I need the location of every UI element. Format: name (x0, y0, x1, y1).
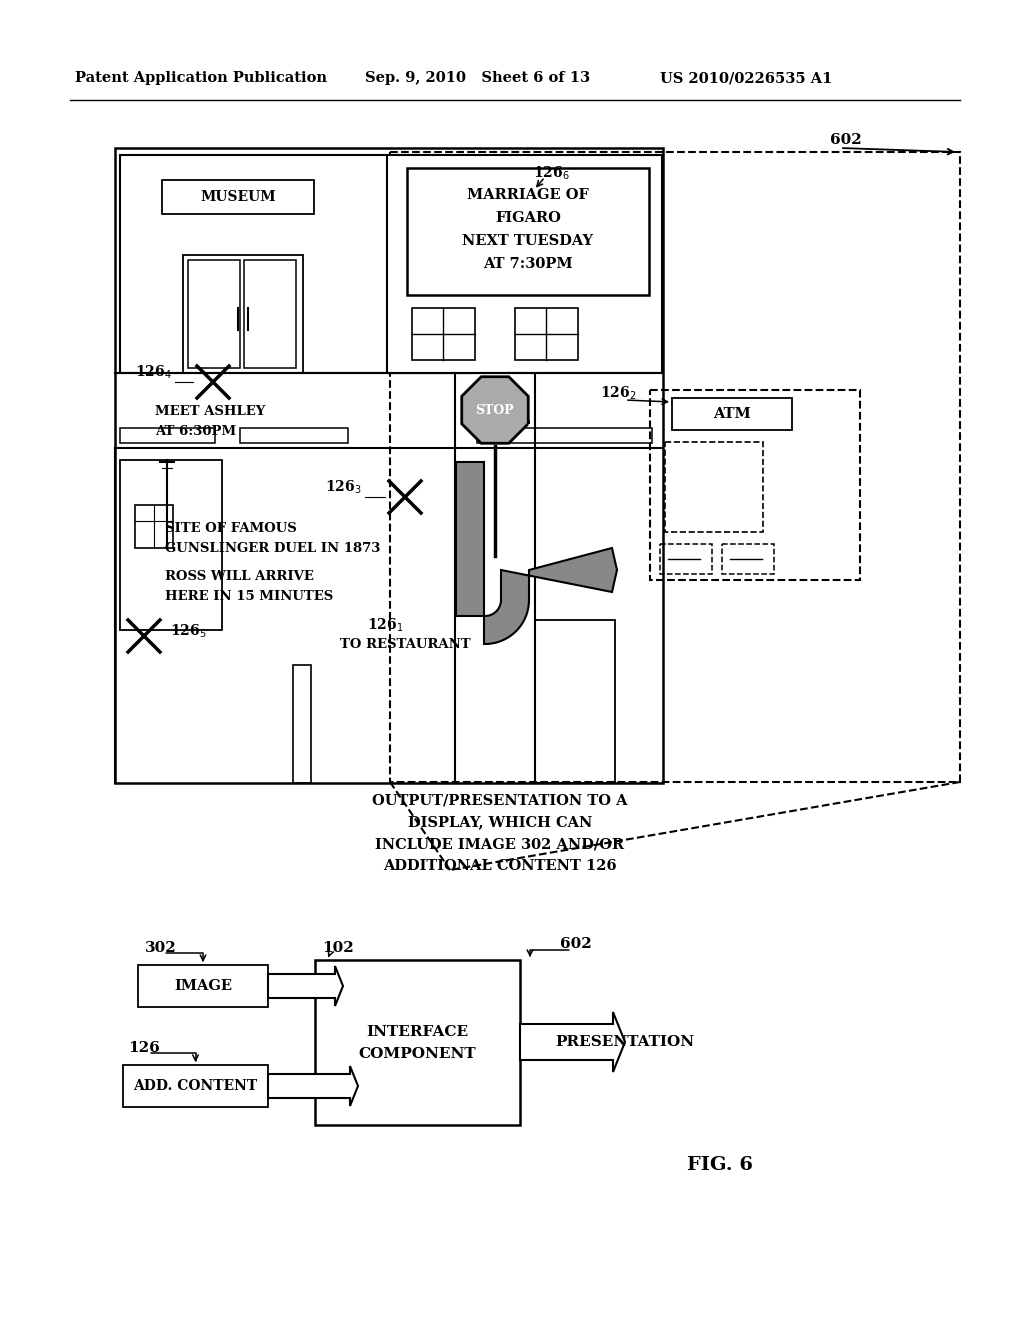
Bar (407, 168, 649, 294)
Bar (120, 428, 215, 444)
Text: PRESENTATION: PRESENTATION (555, 1035, 694, 1049)
Text: FIG. 6: FIG. 6 (687, 1156, 753, 1173)
Text: COMPONENT: COMPONENT (358, 1048, 476, 1061)
Bar (293, 665, 311, 783)
Text: NEXT TUESDAY: NEXT TUESDAY (463, 234, 594, 248)
Bar (244, 260, 296, 368)
Bar (138, 965, 268, 1007)
Text: 302: 302 (145, 941, 177, 954)
Bar (315, 960, 520, 1125)
Bar (665, 442, 763, 532)
Text: Patent Application Publication: Patent Application Publication (75, 71, 327, 84)
Text: ADD. CONTENT: ADD. CONTENT (133, 1078, 258, 1093)
Polygon shape (520, 1012, 625, 1072)
Text: FIGARO: FIGARO (495, 211, 561, 224)
Bar (390, 152, 961, 781)
Bar (240, 428, 348, 444)
Bar (477, 428, 652, 444)
Text: STOP: STOP (475, 404, 514, 417)
Text: MUSEUM: MUSEUM (200, 190, 275, 205)
Text: 126$_4$: 126$_4$ (135, 364, 172, 381)
Text: 126: 126 (128, 1041, 160, 1055)
Text: ADDITIONAL CONTENT 126: ADDITIONAL CONTENT 126 (383, 859, 616, 873)
Text: 126$_2$: 126$_2$ (600, 385, 636, 403)
Bar (650, 389, 860, 579)
Text: SITE OF FAMOUS: SITE OF FAMOUS (165, 521, 297, 535)
Text: GUNSLINGER DUEL IN 1873: GUNSLINGER DUEL IN 1873 (165, 543, 380, 554)
Text: 102: 102 (322, 941, 353, 954)
Polygon shape (268, 966, 343, 1006)
Bar (183, 255, 303, 374)
Text: US 2010/0226535 A1: US 2010/0226535 A1 (660, 71, 833, 84)
Bar (120, 154, 472, 374)
Bar (672, 399, 792, 430)
Text: INCLUDE IMAGE 302 AND/OR: INCLUDE IMAGE 302 AND/OR (376, 837, 625, 851)
Bar (412, 308, 475, 360)
Text: MARRIAGE OF: MARRIAGE OF (467, 187, 589, 202)
Text: TO RESTAURANT: TO RESTAURANT (340, 638, 471, 651)
Text: AT 6:30PM: AT 6:30PM (155, 425, 237, 438)
Bar (115, 148, 663, 783)
Text: 126$_1$: 126$_1$ (367, 616, 403, 635)
Text: 602: 602 (830, 133, 862, 147)
Text: MEET ASHLEY: MEET ASHLEY (155, 405, 265, 418)
Text: OUTPUT/PRESENTATION TO A: OUTPUT/PRESENTATION TO A (373, 793, 628, 807)
Text: INTERFACE: INTERFACE (367, 1024, 469, 1039)
Text: ROSS WILL ARRIVE: ROSS WILL ARRIVE (165, 570, 314, 583)
Bar (123, 1065, 268, 1107)
Bar (387, 154, 662, 374)
Text: AT 7:30PM: AT 7:30PM (483, 257, 572, 271)
Text: ATM: ATM (713, 407, 751, 421)
Text: IMAGE: IMAGE (174, 979, 232, 993)
Polygon shape (462, 376, 528, 444)
Bar (660, 544, 712, 574)
Text: 126$_5$: 126$_5$ (170, 623, 207, 640)
Text: DISPLAY, WHICH CAN: DISPLAY, WHICH CAN (408, 814, 592, 829)
Text: 602: 602 (560, 937, 592, 950)
Text: 126$_6$: 126$_6$ (534, 165, 569, 182)
Bar (188, 260, 240, 368)
Bar (120, 459, 222, 630)
Bar (515, 308, 578, 360)
Polygon shape (268, 1067, 358, 1106)
Bar (135, 506, 173, 548)
Bar (162, 180, 314, 214)
Text: 126$_3$: 126$_3$ (325, 479, 361, 496)
Bar (722, 544, 774, 574)
Text: HERE IN 15 MINUTES: HERE IN 15 MINUTES (165, 590, 333, 603)
Bar (535, 620, 615, 783)
Text: Sep. 9, 2010   Sheet 6 of 13: Sep. 9, 2010 Sheet 6 of 13 (365, 71, 590, 84)
Polygon shape (456, 462, 617, 644)
